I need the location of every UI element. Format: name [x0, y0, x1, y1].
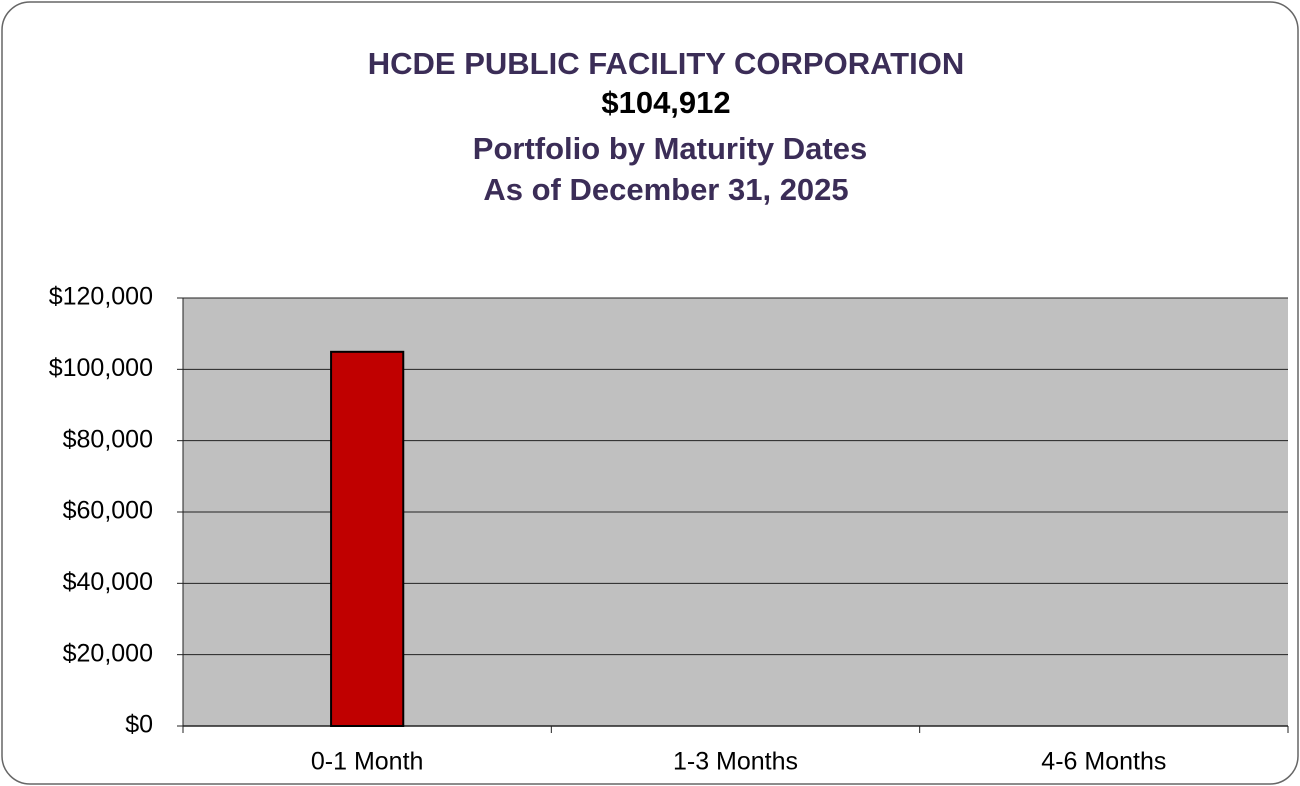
- y-tick-label: $0: [125, 711, 153, 739]
- chart-total: $104,912: [601, 85, 730, 120]
- chart-subtitle: Portfolio by Maturity Dates: [473, 131, 867, 166]
- y-tick-label: $40,000: [63, 568, 153, 596]
- x-tick-label: 4-6 Months: [1041, 748, 1166, 776]
- y-tick-label: $80,000: [63, 425, 153, 453]
- y-tick-label: $100,000: [49, 354, 153, 382]
- bar: [330, 350, 405, 727]
- chart-title: HCDE PUBLIC FACILITY CORPORATION: [368, 46, 964, 81]
- y-tick-label: $60,000: [63, 497, 153, 525]
- y-tick-label: $120,000: [49, 283, 153, 311]
- chart-date: As of December 31, 2025: [483, 172, 848, 207]
- y-tick-label: $20,000: [63, 639, 153, 667]
- x-tick-label: 1-3 Months: [673, 748, 798, 776]
- x-tick-label: 0-1 Month: [311, 748, 424, 776]
